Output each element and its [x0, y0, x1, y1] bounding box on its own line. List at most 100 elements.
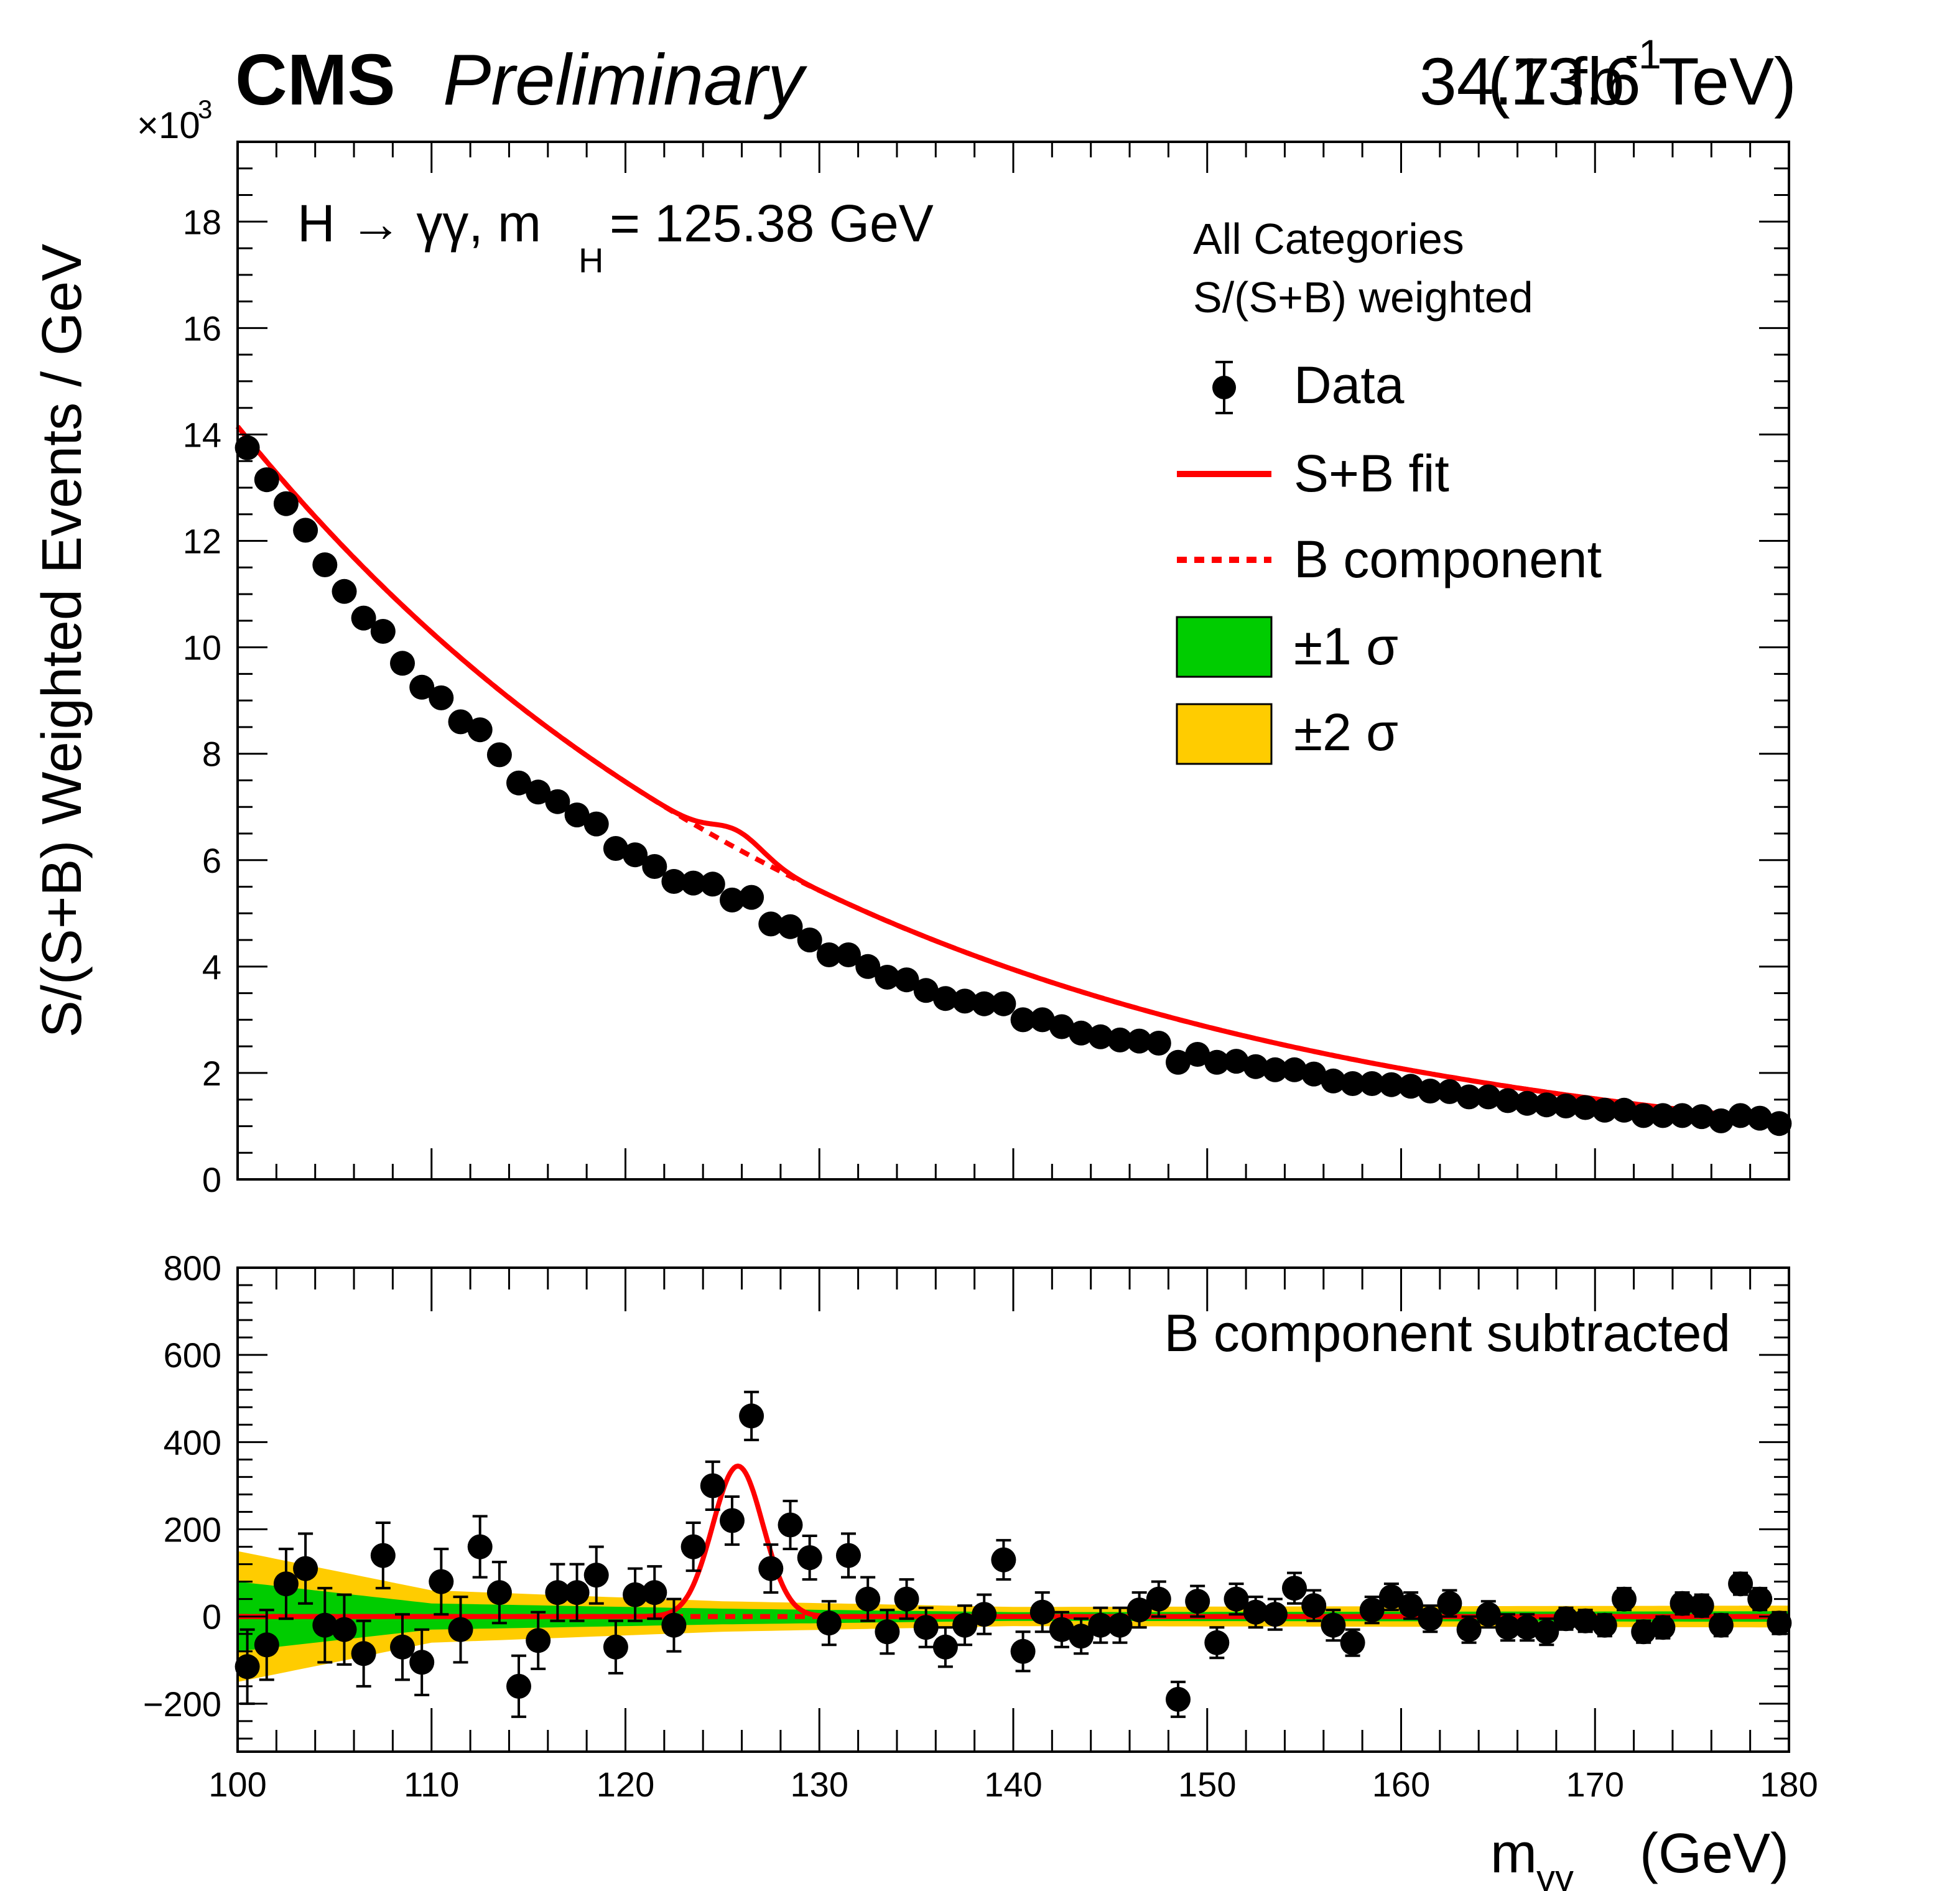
lumi-exponent: -1	[1625, 31, 1661, 77]
data-point	[1612, 1586, 1637, 1612]
upper-plot-area	[235, 425, 1792, 1136]
data-point	[1631, 1103, 1656, 1128]
x-tick-label: 150	[1178, 1765, 1236, 1804]
data-point	[1107, 1612, 1133, 1638]
data-point	[1572, 1095, 1598, 1120]
data-point	[1437, 1591, 1462, 1616]
data-point	[1126, 1028, 1152, 1054]
data-point	[1418, 1079, 1443, 1103]
data-point	[1592, 1612, 1617, 1638]
data-point	[1069, 1624, 1094, 1649]
data-point	[1262, 1602, 1288, 1627]
data-point	[952, 1612, 978, 1638]
data-point	[1243, 1599, 1268, 1625]
data-point	[797, 927, 822, 953]
x-tick-label: 180	[1760, 1765, 1818, 1804]
data-point	[254, 1632, 279, 1658]
lower-axis-ticks	[236, 1266, 1790, 1752]
y-scale-label: ×10	[137, 105, 200, 146]
data-point	[1204, 1049, 1230, 1075]
data-point	[1243, 1054, 1268, 1079]
data-point	[409, 674, 435, 700]
data-point	[836, 942, 861, 967]
data-point	[1670, 1103, 1695, 1128]
data-point	[429, 685, 454, 710]
data-point	[235, 1654, 260, 1680]
upper-panel: 0 2 4 6 8 10 12 14 16 18	[183, 141, 1792, 1199]
data-point	[623, 1582, 648, 1607]
data-point	[1340, 1071, 1365, 1096]
data-point	[1224, 1049, 1249, 1074]
upper-y-tick-label: 18	[183, 202, 221, 241]
upper-y-tick-label: 4	[202, 947, 221, 987]
data-point	[972, 991, 997, 1016]
data-point	[273, 1571, 299, 1597]
data-point	[370, 1543, 396, 1568]
legend-header-weighting: S/(S+B) weighted	[1193, 273, 1533, 322]
data-point	[293, 1556, 318, 1581]
x-tick-labels: 100 110 120 130 140 150 160 170 180	[208, 1765, 1818, 1804]
data-point	[545, 789, 570, 814]
data-point	[932, 986, 958, 1011]
lower-y-tick-label: 400	[164, 1423, 221, 1462]
data-point	[700, 1473, 725, 1498]
data-point	[913, 978, 939, 1003]
x-tick-label: 160	[1372, 1765, 1430, 1804]
x-tick-label: 110	[404, 1765, 459, 1804]
data-point	[1340, 1630, 1365, 1655]
lower-plot-area	[235, 1390, 1792, 1718]
experiment-label: CMS	[235, 39, 396, 120]
data-point	[506, 770, 531, 796]
data-point	[448, 709, 473, 735]
x-axis-title-sub: γγ	[1536, 1857, 1574, 1891]
data-point	[583, 1563, 609, 1588]
data-point	[1398, 1074, 1424, 1099]
data-point	[545, 1580, 570, 1605]
data-point	[952, 988, 978, 1014]
data-point	[1146, 1031, 1171, 1056]
data-point	[1747, 1105, 1773, 1131]
data-point	[390, 651, 415, 676]
upper-y-tick-labels: 0 2 4 6 8 10 12 14 16 18	[183, 202, 221, 1199]
data-point	[506, 1673, 531, 1699]
data-point	[1631, 1619, 1656, 1645]
data-point	[1495, 1088, 1520, 1113]
data-point	[1592, 1097, 1617, 1123]
data-point	[1398, 1593, 1424, 1619]
x-axis-title-unit: (GeV)	[1640, 1823, 1789, 1885]
x-tick-label: 100	[208, 1765, 266, 1804]
data-point	[1456, 1617, 1482, 1642]
data-point	[758, 911, 784, 937]
upper-axis-ticks	[236, 141, 1790, 1181]
data-point	[1282, 1576, 1307, 1601]
data-point	[661, 1612, 687, 1638]
data-point	[1359, 1071, 1385, 1096]
legend-label-band1: ±1 σ	[1294, 617, 1398, 676]
legend-label-fit: S+B fit	[1294, 444, 1449, 503]
legend: All Categories S/(S+B) weighted Data S+B…	[1176, 215, 1602, 765]
data-point	[1515, 1615, 1540, 1640]
upper-y-tick-label: 16	[183, 309, 221, 348]
data-point	[875, 965, 900, 990]
data-point	[1166, 1049, 1191, 1075]
y-scale-exponent: 3	[198, 95, 212, 124]
data-point	[448, 1617, 473, 1642]
data-point	[409, 1650, 435, 1675]
data-point	[855, 1586, 881, 1612]
data-point	[1321, 1612, 1346, 1638]
data-point	[991, 991, 1016, 1016]
data-point	[972, 1602, 997, 1627]
data-point	[235, 435, 260, 460]
data-point	[390, 1634, 415, 1660]
data-point	[1185, 1042, 1210, 1067]
process-label-value: = 125.38 GeV	[610, 194, 934, 253]
data-point	[1359, 1597, 1385, 1623]
data-point	[1728, 1571, 1753, 1597]
x-tick-label: 170	[1566, 1765, 1624, 1804]
upper-y-tick-label: 10	[183, 628, 221, 667]
data-point	[1437, 1079, 1462, 1104]
legend-label-bkg: B component	[1294, 530, 1602, 588]
data-point	[564, 1580, 590, 1605]
data-point	[603, 1634, 628, 1660]
